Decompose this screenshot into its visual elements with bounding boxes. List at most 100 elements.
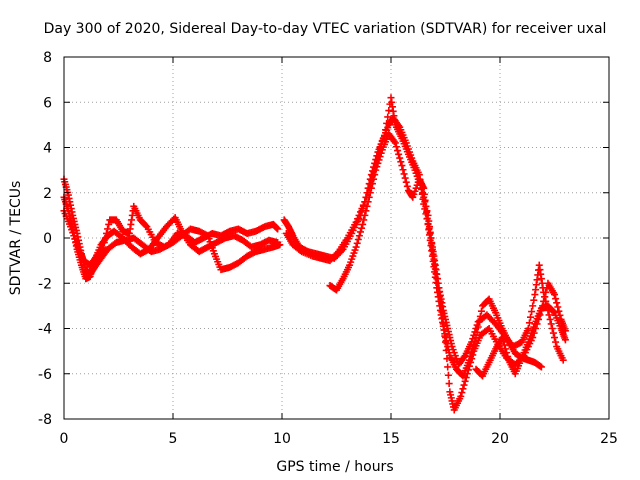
data-point-marker [500, 341, 508, 349]
data-point-marker [397, 158, 405, 166]
data-point-marker [373, 163, 381, 171]
data-point-marker [498, 334, 506, 342]
data-point-marker [376, 153, 384, 161]
data-point-marker [540, 297, 548, 305]
data-point-marker [459, 385, 467, 393]
data-point-marker [444, 371, 452, 379]
data-point-marker [274, 225, 282, 233]
data-point-marker [528, 308, 536, 316]
data-point-marker [542, 288, 550, 296]
data-point-marker [403, 182, 411, 190]
data-point-marker [473, 328, 481, 336]
data-point-marker [561, 336, 569, 344]
data-point-marker [469, 345, 477, 353]
data-point-marker [420, 190, 428, 198]
y-tick-label: -8 [38, 412, 52, 428]
data-point-marker [547, 320, 555, 328]
data-point-marker [551, 291, 558, 299]
data-point-marker [395, 150, 403, 158]
x-tick-label: 5 [169, 431, 178, 447]
data-point-marker [356, 208, 364, 216]
data-point-marker [553, 299, 561, 307]
data-point-marker [472, 334, 480, 342]
data-point-marker [458, 389, 466, 397]
data-point-marker [99, 243, 107, 251]
y-tick-label: 2 [43, 186, 52, 202]
data-point-marker [477, 307, 485, 315]
data-point-marker [367, 184, 375, 192]
chart-title: Day 300 of 2020, Sidereal Day-to-day VTE… [44, 21, 607, 37]
x-tick-label: 25 [600, 431, 618, 447]
data-point-marker [421, 196, 429, 204]
data-point-marker [504, 352, 512, 360]
data-point-marker [356, 228, 364, 236]
data-point-marker [363, 202, 371, 210]
data-point-marker [375, 156, 383, 164]
data-point-marker [374, 159, 382, 167]
grid-lines [64, 57, 609, 419]
data-point-marker [359, 201, 367, 209]
data-point-marker [361, 211, 369, 219]
y-tick-label: 6 [43, 95, 52, 111]
data-point-marker [401, 174, 409, 182]
data-point-marker [457, 392, 465, 400]
y-tick-label: 8 [43, 50, 52, 66]
data-point-marker [355, 232, 363, 240]
series-trace-4 [280, 114, 567, 369]
series-trace-3 [60, 202, 284, 274]
x-tick-label: 0 [60, 431, 69, 447]
data-point-marker [364, 198, 372, 206]
data-point-marker [525, 319, 533, 327]
data-point-marker [383, 119, 391, 127]
data-point-marker [394, 147, 402, 155]
data-point-marker [402, 178, 410, 186]
data-point-marker [358, 205, 366, 213]
data-point-marker [554, 303, 562, 311]
data-point-marker [559, 356, 567, 364]
data-point-marker [549, 329, 557, 337]
data-point-marker [103, 229, 111, 237]
axis-ticks: 0 5 10 15 20 25 -8 -6 -4 -2 0 2 4 6 8 [38, 50, 618, 447]
data-point-marker [461, 377, 469, 385]
data-point-marker [537, 363, 545, 371]
data-point-marker [503, 349, 511, 357]
data-point-marker [98, 245, 106, 253]
data-point-marker [352, 243, 360, 251]
data-point-marker [371, 171, 379, 179]
series-trace-7 [472, 302, 569, 380]
x-tick-label: 20 [491, 431, 509, 447]
data-point-marker [365, 193, 373, 201]
data-point-marker [420, 184, 428, 192]
data-point-marker [545, 311, 553, 319]
data-point-marker [462, 374, 470, 382]
data-point-marker [551, 334, 558, 342]
x-tick-label: 10 [273, 431, 291, 447]
data-point-marker [333, 249, 341, 257]
data-point-marker [354, 236, 362, 244]
y-tick-label: -6 [38, 367, 52, 383]
data-point-marker [354, 215, 362, 223]
data-point-marker [546, 315, 554, 323]
data-point-marker [359, 220, 367, 228]
data-point-marker [474, 323, 482, 331]
data-point-marker [470, 341, 478, 349]
data-point-marker [541, 293, 549, 301]
data-point-marker [476, 312, 484, 320]
data-point-marker [362, 207, 370, 215]
data-point-marker [101, 234, 109, 242]
data-point-marker [467, 352, 475, 360]
data-series [60, 94, 569, 414]
y-axis-label: SDTVAR / TECUs [8, 181, 24, 296]
data-point-marker [396, 154, 404, 162]
data-point-marker [105, 220, 113, 228]
data-point-marker [398, 162, 406, 170]
data-point-marker [552, 295, 560, 303]
data-point-marker [423, 214, 431, 222]
data-point-marker [465, 356, 473, 364]
y-tick-label: -2 [38, 276, 52, 292]
data-point-marker [366, 189, 374, 197]
data-point-marker [422, 202, 430, 210]
data-point-marker [352, 218, 360, 226]
data-point-marker [549, 308, 557, 316]
